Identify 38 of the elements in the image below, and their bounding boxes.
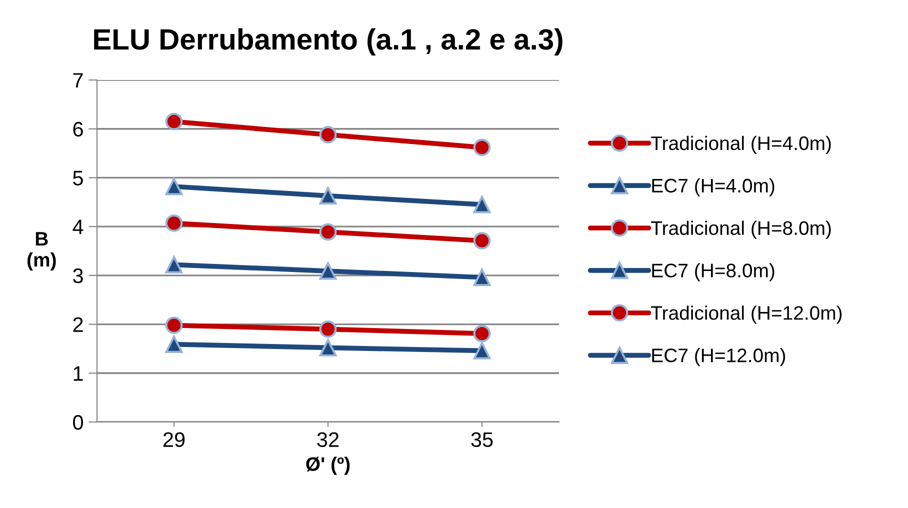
legend-label: EC7 (H=12.0m) [652, 348, 786, 366]
point [473, 324, 491, 342]
legend-label: EC7 (H=4.0m) [652, 178, 774, 196]
point [319, 262, 337, 280]
y-tick-label: 5 [73, 170, 83, 186]
y-tick-label: 1 [74, 366, 83, 381]
legend-label: Tradicional (H=8.0m) [651, 220, 831, 239]
point [319, 126, 337, 144]
point [165, 256, 183, 274]
point [165, 178, 183, 196]
chart-title: ELU Derrubamento (a.1 , a.2 e a.3) [94, 28, 562, 56]
x-axis-title: Ø' (º) [306, 456, 350, 475]
x-tick-label: 35 [471, 432, 493, 448]
x-tick-label: 32 [317, 432, 339, 448]
point [473, 232, 491, 250]
point [165, 316, 183, 334]
y-axis-title: B (m) [28, 232, 56, 271]
point [319, 320, 337, 338]
point [473, 342, 491, 360]
legend-label: EC7 (H=8.0m) [652, 263, 774, 282]
legend-label: Tradicional (H=12.0m) [651, 306, 842, 324]
point [473, 138, 491, 156]
point [473, 196, 491, 214]
y-tick-label: 7 [73, 73, 83, 88]
legend-label: Tradicional (H=4.0m) [651, 136, 831, 154]
y-tick-label: 3 [73, 268, 83, 284]
point [319, 223, 337, 241]
y-tick-label: 2 [73, 317, 83, 332]
y-tick-label: 4 [72, 220, 84, 234]
point [165, 112, 183, 130]
point [165, 336, 183, 353]
point [165, 214, 183, 232]
point [473, 268, 491, 286]
point [319, 339, 337, 356]
y-tick-label: 0 [73, 415, 83, 430]
y-tick-label: 6 [73, 122, 83, 137]
x-tick-label: 29 [163, 432, 185, 448]
point [319, 187, 337, 204]
